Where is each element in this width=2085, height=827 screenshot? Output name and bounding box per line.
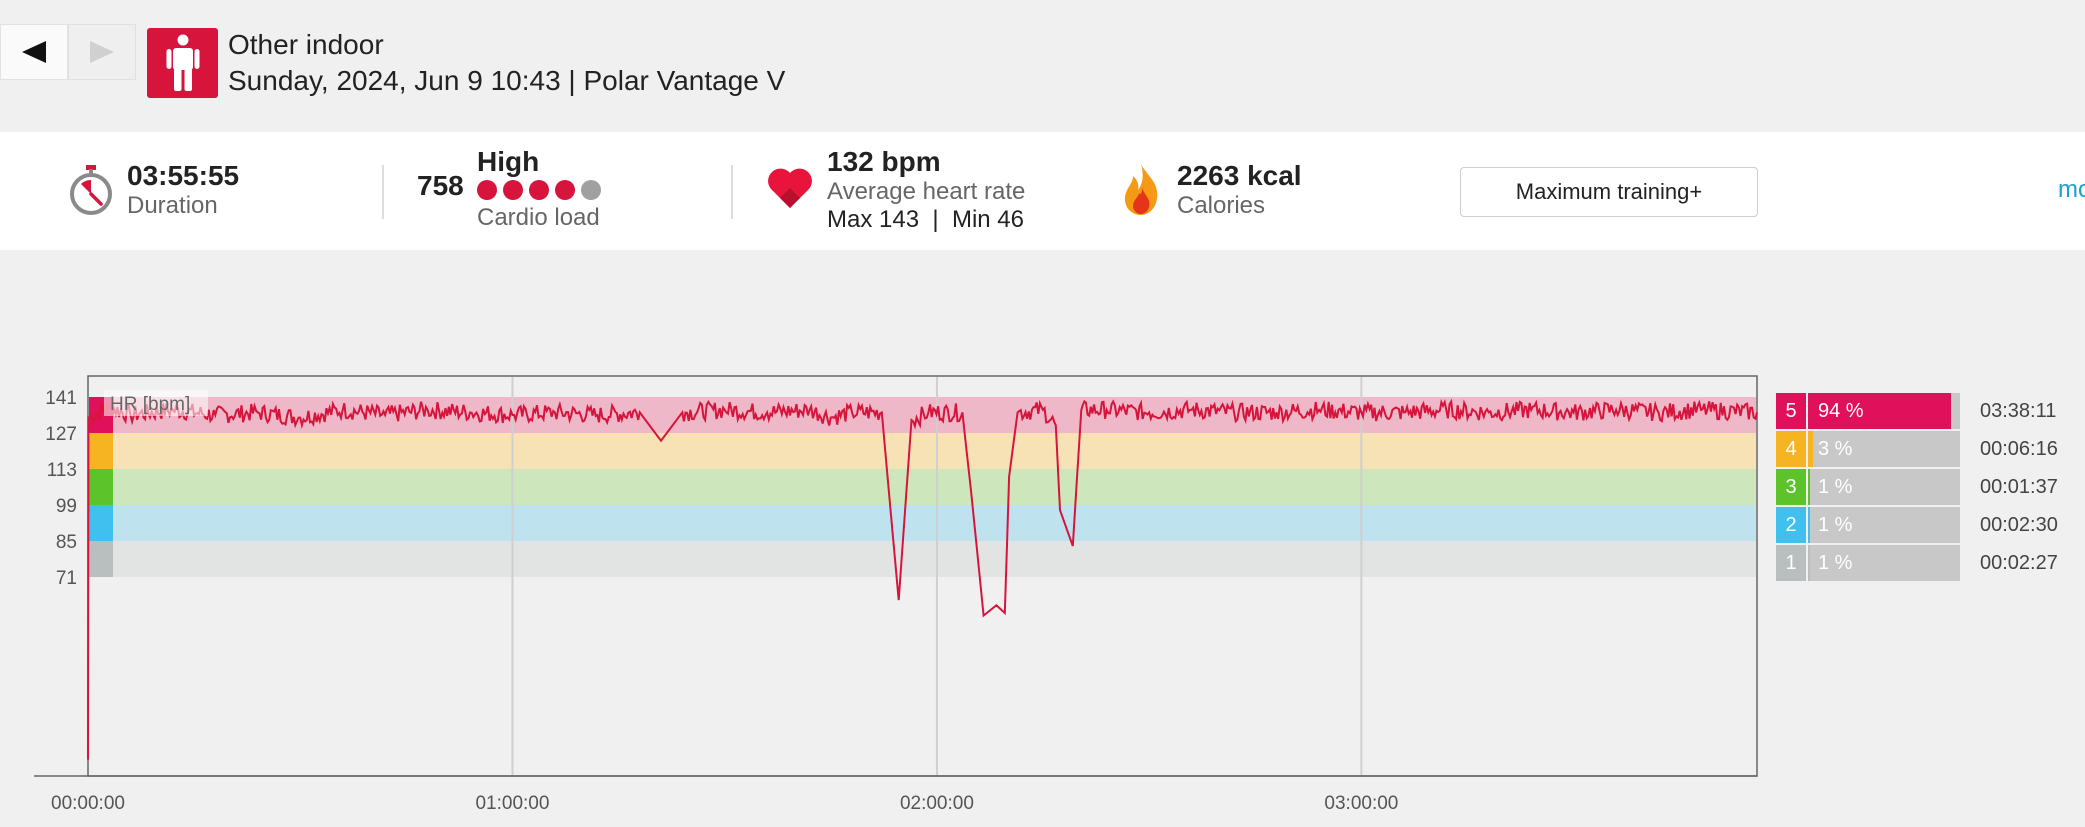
zone-percent: 94 % bbox=[1818, 400, 1864, 422]
summary-divider bbox=[382, 165, 384, 219]
cardio-load-dot bbox=[477, 180, 497, 200]
zone-marker-3 bbox=[89, 469, 113, 505]
zone-time: 00:06:16 bbox=[1980, 438, 2058, 460]
session-navigation bbox=[0, 24, 136, 80]
zone-bar-fill bbox=[1808, 469, 1810, 505]
x-tick-label: 01:00:00 bbox=[475, 793, 549, 814]
cardio-load-dots bbox=[477, 180, 601, 200]
calories-stat: 2263 kcal Calories bbox=[1177, 160, 1302, 220]
zone-row-4: 4 3 % 00:06:16 bbox=[1776, 431, 2085, 467]
arrow-left-icon bbox=[22, 41, 46, 63]
duration-stat: 03:55:55 Duration bbox=[127, 160, 239, 220]
session-date-device: Sunday, 2024, Jun 9 10:43 | Polar Vantag… bbox=[228, 65, 786, 96]
y-tick-label: 127 bbox=[45, 424, 77, 445]
cardio-load-dot bbox=[581, 180, 601, 200]
avg-hr-label: Average heart rate bbox=[827, 178, 1026, 205]
cardio-load-number-value: 758 bbox=[417, 170, 464, 201]
hr-series-line bbox=[87, 398, 1758, 760]
cardio-load-level: High bbox=[477, 146, 540, 177]
zone-percent: 1 % bbox=[1818, 476, 1853, 498]
hr-max-min: Max 143 | Min 46 bbox=[827, 206, 1024, 233]
flame-icon bbox=[1121, 162, 1161, 221]
stopwatch-icon bbox=[68, 164, 114, 221]
zone-bar-track: 1 % bbox=[1808, 507, 1960, 543]
more-link[interactable]: more bbox=[2058, 176, 2085, 203]
summary-divider bbox=[731, 165, 733, 219]
cardio-load-dot bbox=[503, 180, 523, 200]
calories-label: Calories bbox=[1177, 192, 1266, 219]
zone-band-1 bbox=[89, 541, 1756, 577]
zone-bar-track: 94 % bbox=[1808, 393, 1960, 429]
previous-session-button[interactable] bbox=[0, 24, 68, 80]
chart-title-background bbox=[104, 390, 208, 416]
y-tick-label: 141 bbox=[45, 388, 77, 409]
zone-bar-fill bbox=[1808, 507, 1810, 543]
chart-title: HR [bpm] bbox=[110, 394, 190, 415]
zone-percent: 1 % bbox=[1818, 552, 1853, 574]
zone-row-3: 3 1 % 00:01:37 bbox=[1776, 469, 2085, 505]
zone-band-4 bbox=[89, 433, 1756, 469]
cardio-load-stat: High Cardio load bbox=[477, 146, 601, 232]
calories-value: 2263 kcal bbox=[1177, 160, 1302, 191]
avg-hr-value: 132 bpm bbox=[827, 146, 941, 177]
heart-rate-chart: 141 127 113 99 85 71 00:00:00 01:00:00 02:00:00 0… bbox=[0, 360, 2085, 827]
y-tick-label: 71 bbox=[56, 568, 77, 589]
y-tick-label: 85 bbox=[56, 532, 77, 553]
zone-bar-fill bbox=[1808, 545, 1810, 581]
arrow-right-icon bbox=[90, 41, 114, 63]
zone-marker-2 bbox=[89, 505, 113, 541]
zone-bar-track: 1 % bbox=[1808, 545, 1960, 581]
zone-percent: 3 % bbox=[1818, 438, 1853, 460]
zone-bar-track: 3 % bbox=[1808, 431, 1960, 467]
training-benefit-button[interactable]: Maximum training+ bbox=[1460, 167, 1758, 217]
x-tick-label: 02:00:00 bbox=[900, 793, 974, 814]
zone-time: 00:02:30 bbox=[1980, 514, 2058, 536]
y-tick-label: 113 bbox=[47, 460, 77, 481]
zone-row-2: 2 1 % 00:02:30 bbox=[1776, 507, 2085, 543]
zone-bar-fill bbox=[1808, 431, 1813, 467]
cardio-load-number: 758 bbox=[417, 170, 464, 202]
y-tick-label: 99 bbox=[56, 496, 77, 517]
duration-value: 03:55:55 bbox=[127, 160, 240, 191]
x-tick-label: 03:00:00 bbox=[1324, 793, 1398, 814]
x-tick-label: 00:00:00 bbox=[51, 793, 125, 814]
duration-label: Duration bbox=[127, 192, 218, 219]
zone-time: 00:02:27 bbox=[1980, 552, 2058, 574]
zone-time: 00:01:37 bbox=[1980, 476, 2058, 498]
cardio-load-dot bbox=[555, 180, 575, 200]
zone-band-3 bbox=[89, 469, 1756, 505]
zone-time: 03:38:11 bbox=[1980, 400, 2057, 422]
zone-marker-1 bbox=[89, 541, 113, 577]
zone-number: 4 bbox=[1776, 431, 1806, 467]
heart-rate-stat: 132 bpm Average heart rate Max 143 | Min… bbox=[827, 146, 1025, 234]
heart-rate-chart-svg: 141 127 113 99 85 71 00:00:00 01:00:00 02:00:00 0… bbox=[34, 375, 1758, 814]
session-summary-bar: 03:55:55 Duration 758 High Cardio load 1… bbox=[0, 132, 2085, 250]
zone-marker-4 bbox=[89, 433, 113, 469]
zone-number: 2 bbox=[1776, 507, 1806, 543]
sport-name: Other indoor bbox=[228, 29, 384, 60]
zone-percent: 1 % bbox=[1818, 514, 1853, 536]
zone-bar-track: 1 % bbox=[1808, 469, 1960, 505]
zone-row-5: 5 94 % 03:38:11 bbox=[1776, 393, 2085, 429]
sport-person-icon bbox=[147, 28, 218, 98]
zone-band-2 bbox=[89, 505, 1756, 541]
zone-number: 3 bbox=[1776, 469, 1806, 505]
heart-icon bbox=[767, 167, 813, 214]
zone-number: 5 bbox=[1776, 393, 1806, 429]
next-session-button[interactable] bbox=[68, 24, 136, 80]
session-title-block: Other indoor Sunday, 2024, Jun 9 10:43 |… bbox=[228, 28, 785, 98]
cardio-load-label: Cardio load bbox=[477, 204, 600, 231]
cardio-load-dot bbox=[529, 180, 549, 200]
zone-bar-fill bbox=[1808, 393, 1951, 429]
zone-number: 1 bbox=[1776, 545, 1806, 581]
zone-row-1: 1 1 % 00:02:27 bbox=[1776, 545, 2085, 581]
